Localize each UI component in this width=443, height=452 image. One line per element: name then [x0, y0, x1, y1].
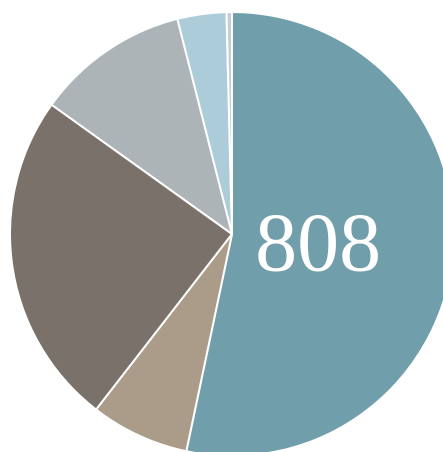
- pie-slice-3: [9, 103, 233, 411]
- pie-slice-1: [185, 11, 443, 452]
- pie-slice-4: [50, 17, 233, 235]
- pie-labels: 808: [255, 197, 381, 290]
- pie-slice-2: [95, 233, 233, 452]
- pie-slices: [9, 11, 443, 452]
- pie-slice-6: [225, 11, 233, 235]
- pie-slice-1-label: 808: [255, 197, 381, 290]
